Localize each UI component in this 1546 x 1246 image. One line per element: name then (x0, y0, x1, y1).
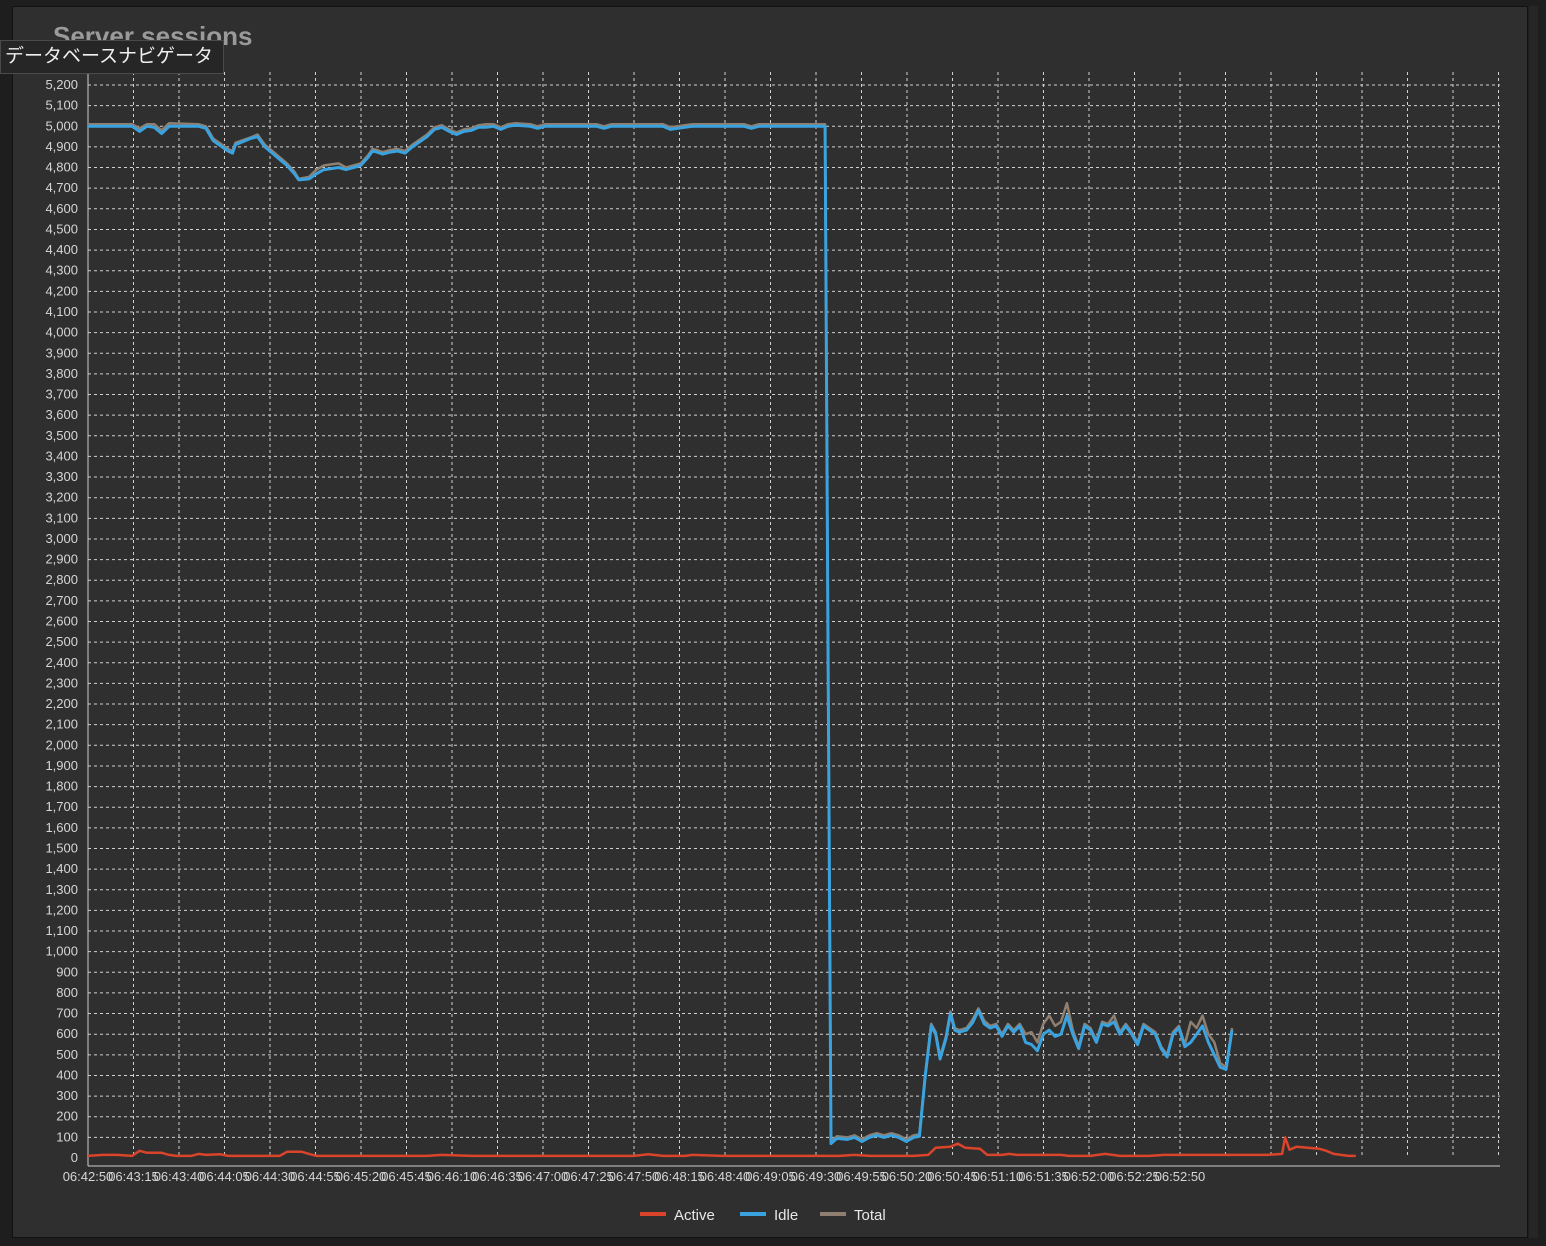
y-tick-label: 1,700 (45, 799, 78, 814)
y-tick-label: 2,400 (45, 655, 78, 670)
y-tick-label: 4,000 (45, 325, 78, 340)
y-tick-label: 500 (56, 1047, 78, 1062)
y-tick-label: 300 (56, 1088, 78, 1103)
x-tick-label: 06:47:00 (518, 1169, 569, 1184)
x-tick-label: 06:48:40 (700, 1169, 751, 1184)
y-tick-label: 4,600 (45, 201, 78, 216)
y-tick-label: 3,800 (45, 366, 78, 381)
y-tick-label: 3,200 (45, 490, 78, 505)
y-tick-label: 1,500 (45, 840, 78, 855)
x-tick-label: 06:45:20 (336, 1169, 387, 1184)
x-tick-label: 06:48:15 (654, 1169, 705, 1184)
y-tick-label: 4,800 (45, 160, 78, 175)
axes (87, 72, 1500, 1167)
y-tick-label: 5,100 (45, 98, 78, 113)
series-line-total (88, 121, 1234, 1143)
y-tick-label: 4,400 (45, 242, 78, 257)
y-tick-label: 200 (56, 1109, 78, 1124)
series-line-idle (88, 123, 1234, 1146)
x-tick-label: 06:43:40 (154, 1169, 205, 1184)
x-tick-label: 06:44:05 (199, 1169, 250, 1184)
x-tick-label: 06:50:20 (882, 1169, 933, 1184)
y-tick-label: 4,900 (45, 139, 78, 154)
y-tick-label: 3,900 (45, 345, 78, 360)
legend-label: Total (854, 1207, 886, 1224)
y-tick-label: 5,200 (45, 77, 78, 92)
x-tick-label: 06:49:55 (836, 1169, 887, 1184)
vertical-scrollbar[interactable] (1529, 6, 1538, 1238)
y-tick-label: 3,300 (45, 469, 78, 484)
y-tick-label: 1,000 (45, 944, 78, 959)
y-tick-label: 1,600 (45, 820, 78, 835)
x-tick-label: 06:44:55 (290, 1169, 341, 1184)
y-tick-label: 3,000 (45, 531, 78, 546)
x-tick-label: 06:51:35 (1018, 1169, 1069, 1184)
y-tick-label: 900 (56, 964, 78, 979)
y-tick-label: 4,100 (45, 304, 78, 319)
x-tick-label: 06:49:30 (791, 1169, 842, 1184)
y-tick-label: 2,000 (45, 737, 78, 752)
y-tick-label: 4,200 (45, 283, 78, 298)
grid-lines (87, 72, 1500, 1158)
x-axis-ticks: 06:42:5006:43:1506:43:4006:44:0506:44:30… (63, 1169, 1206, 1184)
y-tick-label: 800 (56, 985, 78, 1000)
x-tick-label: 06:46:35 (472, 1169, 523, 1184)
y-tick-label: 1,100 (45, 923, 78, 938)
series-lines (87, 121, 1356, 1158)
y-tick-label: 3,500 (45, 428, 78, 443)
legend[interactable]: Active Idle Total (640, 1207, 886, 1224)
y-tick-label: 5,000 (45, 118, 78, 133)
legend-label: Idle (774, 1207, 798, 1224)
y-tick-label: 2,500 (45, 634, 78, 649)
x-tick-label: 06:52:50 (1155, 1169, 1206, 1184)
legend-item-idle[interactable]: Idle (740, 1207, 798, 1224)
y-tick-label: 4,500 (45, 221, 78, 236)
database-navigator-tooltip: データベースナビゲータ (0, 40, 225, 74)
x-tick-label: 06:44:30 (245, 1169, 296, 1184)
x-tick-label: 06:52:00 (1064, 1169, 1115, 1184)
y-tick-label: 2,200 (45, 696, 78, 711)
legend-item-active[interactable]: Active (640, 1207, 715, 1224)
y-tick-label: 700 (56, 1006, 78, 1021)
y-tick-label: 2,900 (45, 552, 78, 567)
y-tick-label: 3,400 (45, 448, 78, 463)
x-tick-label: 06:46:10 (427, 1169, 478, 1184)
y-tick-label: 1,800 (45, 779, 78, 794)
y-axis-ticks: 0 100 200 300 400 500 600 700 800 900 1,000 1,100 1,… (45, 77, 78, 1165)
y-tick-label: 2,600 (45, 614, 78, 629)
y-tick-label: 4,700 (45, 180, 78, 195)
x-tick-label: 06:50:45 (927, 1169, 978, 1184)
y-tick-label: 2,700 (45, 593, 78, 608)
x-tick-label: 06:47:25 (563, 1169, 614, 1184)
x-tick-label: 06:43:15 (108, 1169, 159, 1184)
legend-label: Active (674, 1207, 715, 1224)
y-tick-label: 4,300 (45, 263, 78, 278)
x-tick-label: 06:45:45 (381, 1169, 432, 1184)
y-tick-label: 3,600 (45, 407, 78, 422)
y-tick-label: 3,700 (45, 387, 78, 402)
x-tick-label: 06:49:05 (745, 1169, 796, 1184)
y-tick-label: 400 (56, 1067, 78, 1082)
y-tick-label: 1,200 (45, 902, 78, 917)
y-tick-label: 1,300 (45, 882, 78, 897)
y-tick-label: 600 (56, 1026, 78, 1041)
series-line-active (87, 1136, 1356, 1158)
y-tick-label: 100 (56, 1129, 78, 1144)
y-tick-label: 1,400 (45, 861, 78, 876)
x-tick-label: 06:47:50 (609, 1169, 660, 1184)
y-tick-label: 1,900 (45, 758, 78, 773)
y-tick-label: 2,800 (45, 572, 78, 587)
x-tick-label: 06:52:25 (1109, 1169, 1160, 1184)
y-tick-label: 2,100 (45, 717, 78, 732)
y-tick-label: 3,100 (45, 510, 78, 525)
y-tick-label: 0 (71, 1150, 78, 1165)
y-tick-label: 2,300 (45, 675, 78, 690)
x-tick-label: 06:51:10 (973, 1169, 1024, 1184)
legend-item-total[interactable]: Total (820, 1207, 886, 1224)
x-tick-label: 06:42:50 (63, 1169, 114, 1184)
